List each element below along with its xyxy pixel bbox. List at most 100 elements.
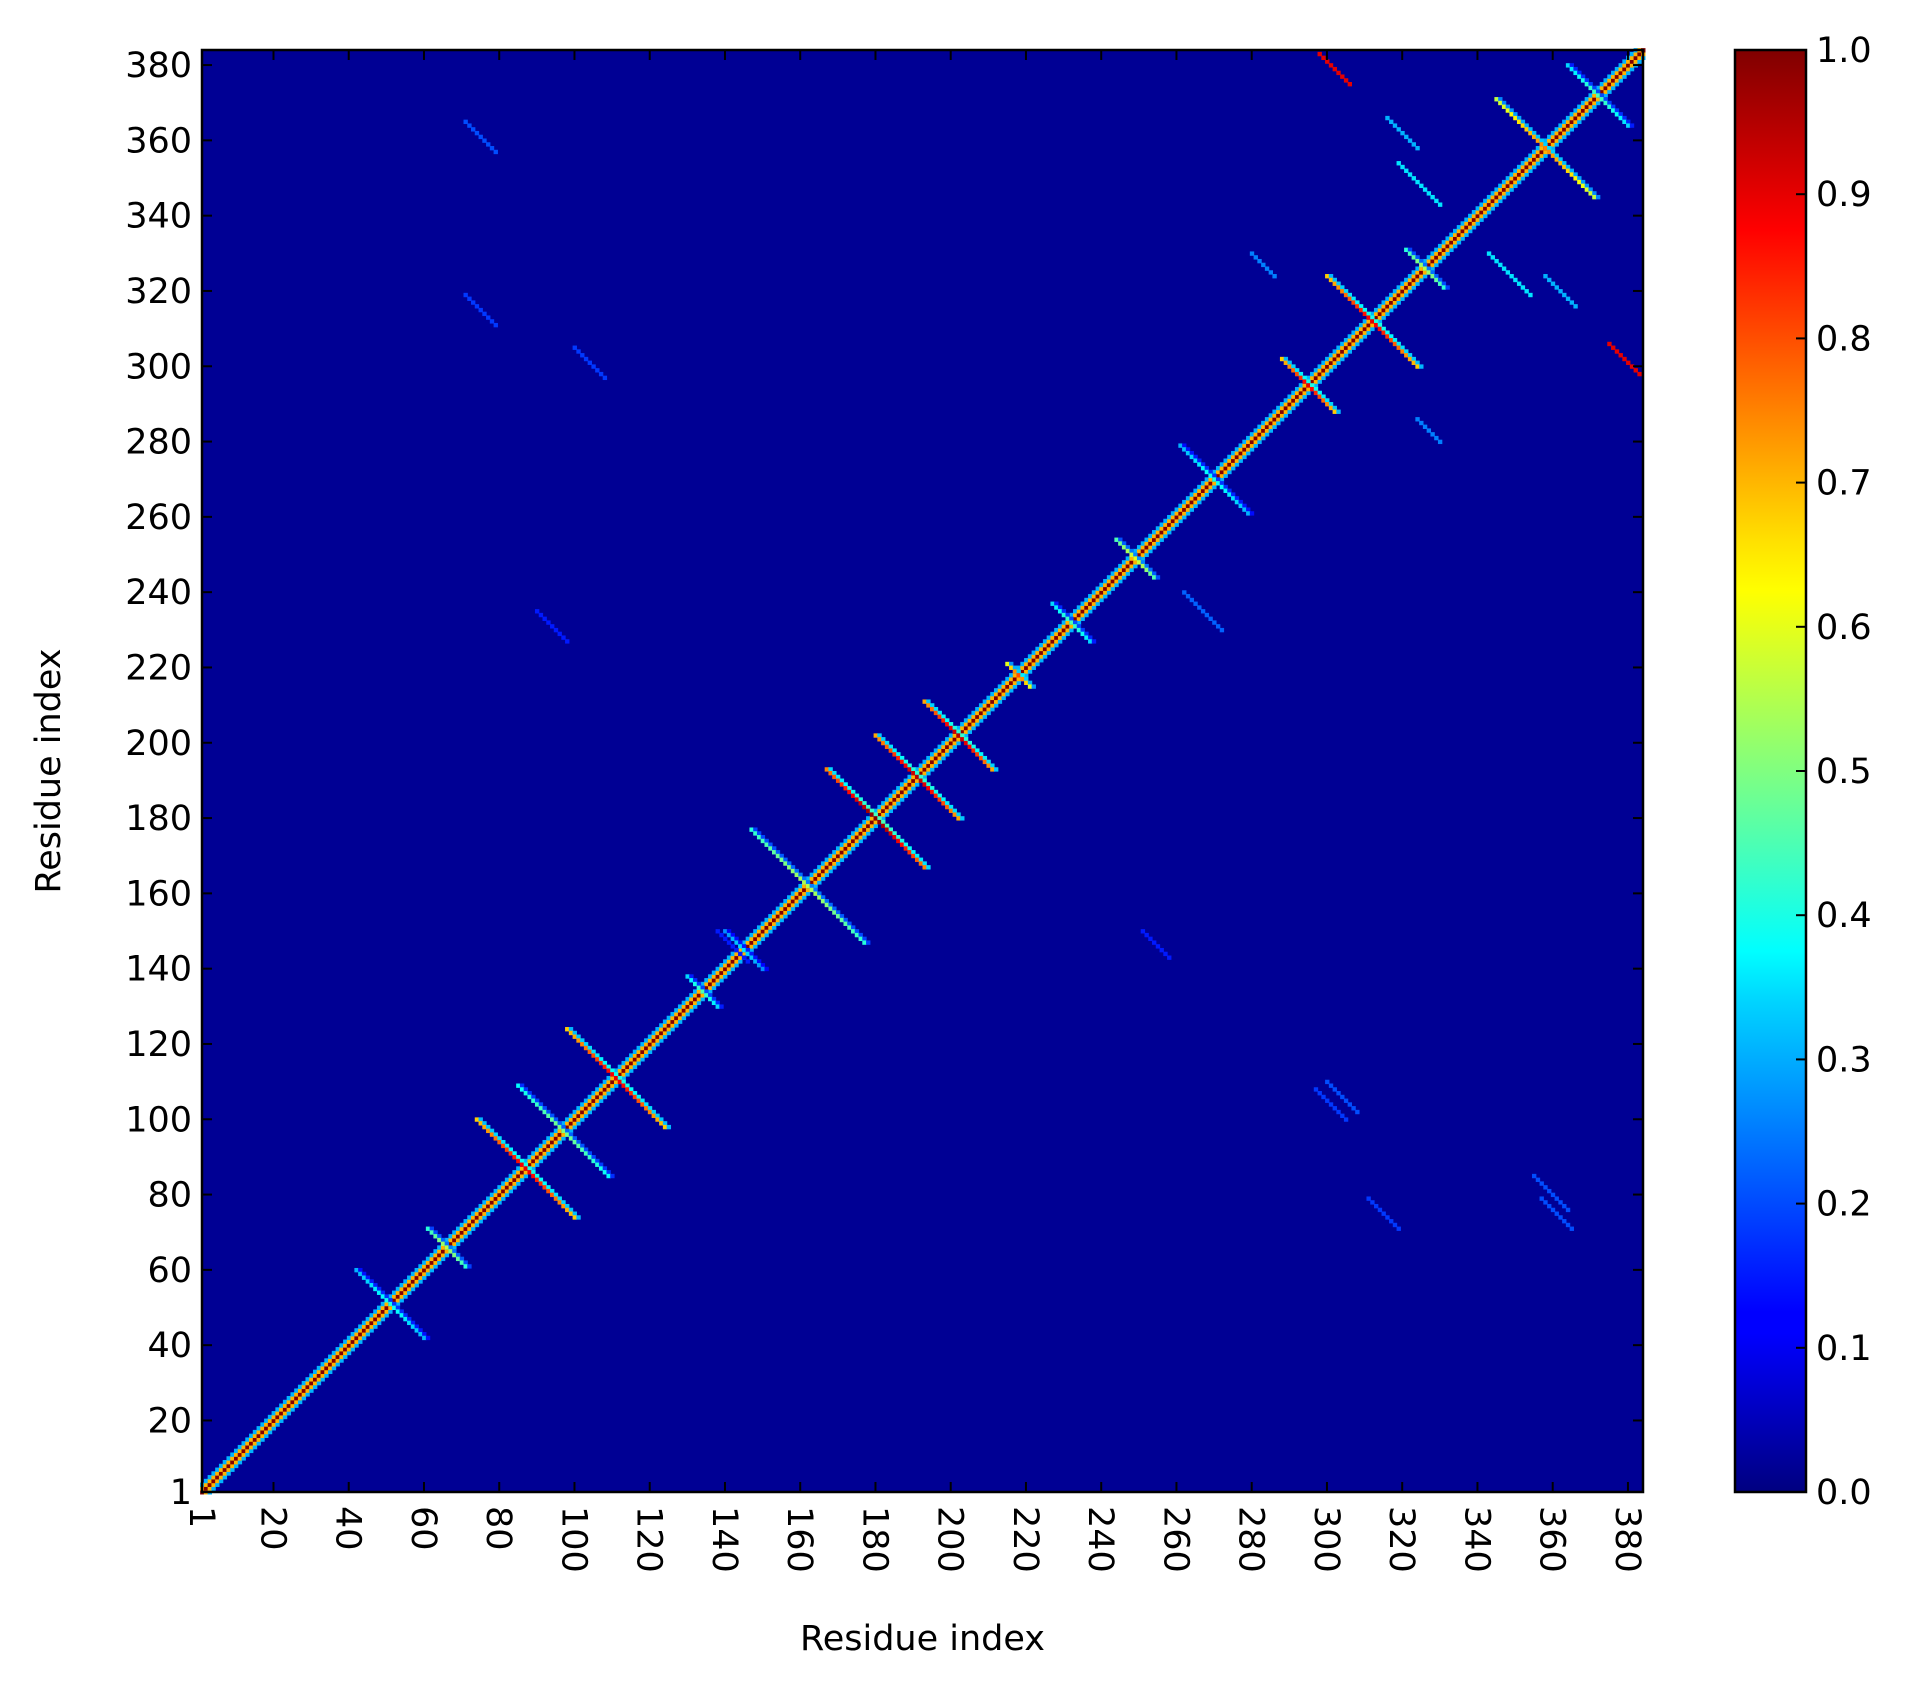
heatmap-cell	[685, 1011, 690, 1017]
heatmap-cell	[1430, 432, 1435, 437]
heatmap-cell	[602, 1060, 608, 1066]
heatmap-cell	[1268, 270, 1273, 275]
heatmap-cell	[1080, 601, 1085, 606]
heatmap-cell	[568, 1121, 574, 1126]
heatmap-cell	[504, 1181, 510, 1186]
heatmap-cell	[1325, 59, 1330, 64]
heatmap-cell	[1012, 676, 1018, 682]
heatmap-cell	[553, 1139, 559, 1145]
heatmap-cell	[723, 966, 728, 972]
heatmap-cell	[354, 1339, 359, 1344]
heatmap-cell	[1415, 146, 1420, 151]
heatmap-cell	[1501, 100, 1507, 106]
heatmap-cell	[580, 1102, 585, 1107]
heatmap-cell	[805, 880, 811, 885]
heatmap-cell	[809, 872, 814, 878]
heatmap-cell	[1294, 398, 1300, 403]
heatmap-cell	[1325, 368, 1330, 373]
heatmap-cell	[1400, 292, 1405, 298]
heatmap-cell	[1543, 149, 1548, 155]
heatmap-cell	[1215, 624, 1221, 629]
heatmap-cell	[546, 1143, 551, 1149]
heatmap-cell	[1441, 243, 1447, 249]
heatmap-cell	[572, 1034, 577, 1039]
heatmap-cell	[1626, 63, 1631, 68]
heatmap-cell	[1088, 601, 1093, 606]
heatmap-cell	[215, 1471, 220, 1476]
heatmap-cell	[275, 1407, 280, 1412]
heatmap-cell	[1547, 1188, 1552, 1194]
heatmap-cell	[1340, 349, 1345, 354]
heatmap-cell	[1607, 89, 1612, 94]
heatmap-cell	[1155, 537, 1161, 542]
heatmap-cell	[523, 1162, 529, 1167]
x-tick-label: 340	[1456, 1506, 1496, 1573]
heatmap-cell	[997, 699, 1003, 704]
heatmap-cell	[587, 1106, 593, 1111]
heatmap-cell	[361, 1328, 367, 1333]
heatmap-cell	[1381, 300, 1386, 305]
heatmap-cell	[858, 835, 863, 840]
heatmap-cell	[407, 1320, 412, 1326]
heatmap-cell	[1106, 590, 1112, 595]
heatmap-cell	[1471, 217, 1477, 222]
heatmap-cell	[1355, 304, 1360, 309]
heatmap-cell	[847, 846, 852, 851]
heatmap-cell	[1317, 51, 1322, 57]
heatmap-cell	[1389, 334, 1394, 339]
heatmap-cell	[1550, 1192, 1556, 1198]
heatmap-cell	[1039, 646, 1044, 652]
heatmap-cell	[730, 936, 735, 942]
heatmap-cell	[1426, 255, 1432, 260]
heatmap-cell	[1588, 97, 1593, 102]
heatmap-cell	[960, 729, 965, 734]
heatmap-cell	[565, 1207, 570, 1213]
heatmap-cell	[1396, 292, 1401, 298]
heatmap-cell	[892, 831, 897, 836]
heatmap-cell	[1024, 665, 1029, 670]
heatmap-cell	[429, 1264, 434, 1269]
heatmap-cell	[1577, 119, 1582, 125]
heatmap-cell	[1246, 435, 1251, 441]
heatmap-cell	[215, 1475, 220, 1480]
heatmap-cell	[723, 959, 728, 964]
heatmap-cell	[1215, 469, 1221, 475]
heatmap-cell	[945, 804, 950, 810]
heatmap-cell	[745, 936, 751, 942]
heatmap-cell	[1080, 605, 1085, 610]
heatmap-cell	[1430, 251, 1435, 256]
heatmap-cell	[1193, 601, 1198, 606]
heatmap-cell	[568, 1124, 574, 1130]
heatmap-cell	[606, 1170, 611, 1175]
heatmap-cell	[708, 985, 713, 990]
heatmap-cell	[692, 1000, 698, 1006]
heatmap-cell	[230, 1452, 235, 1457]
heatmap-cell	[629, 1060, 634, 1066]
heatmap-cell	[437, 1234, 442, 1239]
heatmap-cell	[1404, 168, 1409, 173]
heatmap-cell	[711, 985, 717, 990]
heatmap-cell	[230, 1456, 235, 1461]
heatmap-cell	[429, 1267, 434, 1273]
heatmap-cell	[952, 808, 957, 814]
heatmap-cell	[809, 883, 814, 889]
heatmap-cell	[1449, 243, 1454, 249]
heatmap-cell	[538, 1181, 544, 1186]
heatmap-cell	[1163, 526, 1168, 531]
heatmap-cell	[948, 740, 954, 746]
heatmap-cell	[1069, 612, 1074, 618]
heatmap-cell	[1554, 127, 1559, 132]
heatmap-cell	[1279, 402, 1285, 407]
heatmap-cell	[760, 921, 766, 926]
heatmap-cell	[960, 737, 965, 742]
heatmap-cell	[1332, 364, 1337, 369]
heatmap-cell	[1167, 530, 1172, 535]
heatmap-cell	[1471, 225, 1477, 230]
heatmap-cell	[689, 996, 694, 1002]
heatmap-cell	[1332, 1106, 1337, 1111]
heatmap-cell	[1133, 556, 1138, 561]
heatmap-cell	[1136, 560, 1142, 565]
heatmap-cell	[1332, 277, 1337, 283]
heatmap-cell	[613, 1072, 619, 1077]
heatmap-cell	[1238, 499, 1243, 505]
